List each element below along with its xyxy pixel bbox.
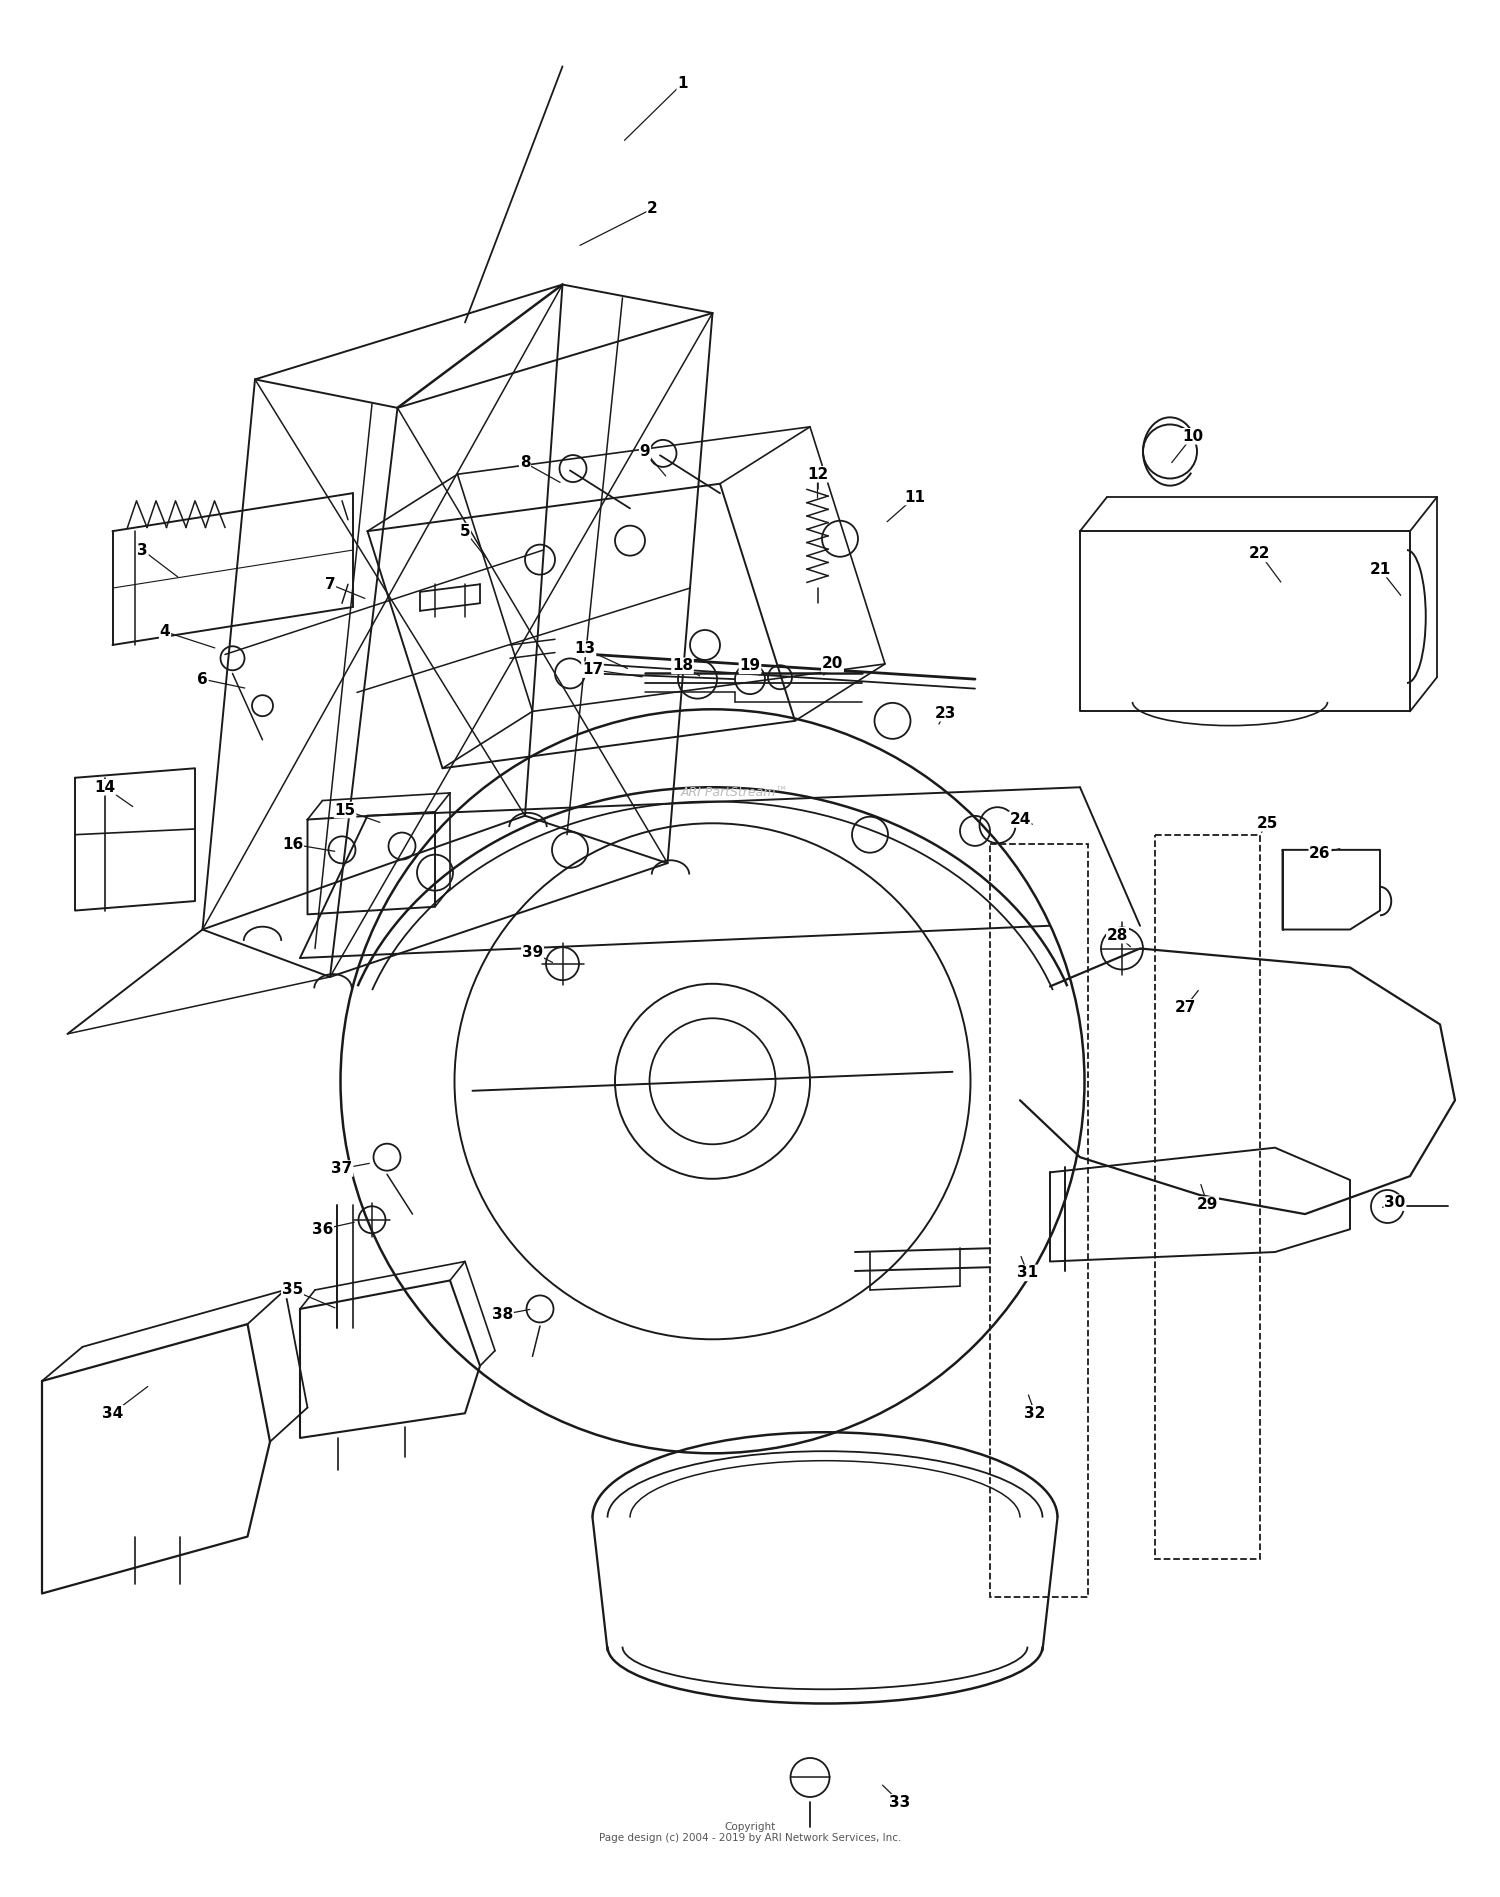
- Text: 3: 3: [136, 543, 148, 558]
- Text: 32: 32: [1024, 1406, 1045, 1421]
- Text: 28: 28: [1107, 928, 1128, 943]
- Text: 23: 23: [934, 706, 956, 721]
- Text: 27: 27: [1174, 1000, 1196, 1015]
- Text: 38: 38: [492, 1307, 513, 1322]
- Text: 35: 35: [282, 1282, 303, 1298]
- Text: 18: 18: [672, 658, 693, 673]
- Text: 4: 4: [159, 624, 171, 639]
- Text: 6: 6: [196, 672, 208, 687]
- Text: 9: 9: [639, 444, 651, 459]
- Text: 22: 22: [1250, 546, 1270, 562]
- Text: ARI PartStream™: ARI PartStream™: [681, 787, 789, 799]
- Text: 8: 8: [519, 455, 531, 470]
- Text: 19: 19: [740, 658, 760, 673]
- Text: 29: 29: [1197, 1197, 1218, 1212]
- Text: 37: 37: [332, 1161, 352, 1176]
- Text: 10: 10: [1182, 429, 1203, 444]
- Text: 25: 25: [1257, 816, 1278, 831]
- Text: 7: 7: [324, 577, 336, 592]
- Text: 33: 33: [890, 1795, 910, 1810]
- Text: 5: 5: [459, 524, 471, 539]
- Text: 11: 11: [904, 489, 926, 505]
- Text: 30: 30: [1384, 1195, 1406, 1210]
- Text: 12: 12: [807, 467, 828, 482]
- Text: 2: 2: [646, 201, 658, 216]
- Text: 15: 15: [334, 802, 356, 818]
- Text: 16: 16: [282, 837, 303, 852]
- Text: 34: 34: [102, 1406, 123, 1421]
- Text: 24: 24: [1010, 812, 1031, 827]
- Text: 31: 31: [1017, 1265, 1038, 1280]
- Text: 21: 21: [1370, 562, 1390, 577]
- Text: 13: 13: [574, 641, 596, 656]
- Text: 36: 36: [312, 1222, 333, 1237]
- Text: Copyright
Page design (c) 2004 - 2019 by ARI Network Services, Inc.: Copyright Page design (c) 2004 - 2019 by…: [598, 1821, 902, 1844]
- Text: 20: 20: [822, 656, 843, 672]
- Text: 26: 26: [1310, 846, 1330, 861]
- Text: 1: 1: [678, 76, 687, 91]
- Text: 17: 17: [582, 662, 603, 677]
- Text: 39: 39: [522, 945, 543, 960]
- Text: 14: 14: [94, 780, 116, 795]
